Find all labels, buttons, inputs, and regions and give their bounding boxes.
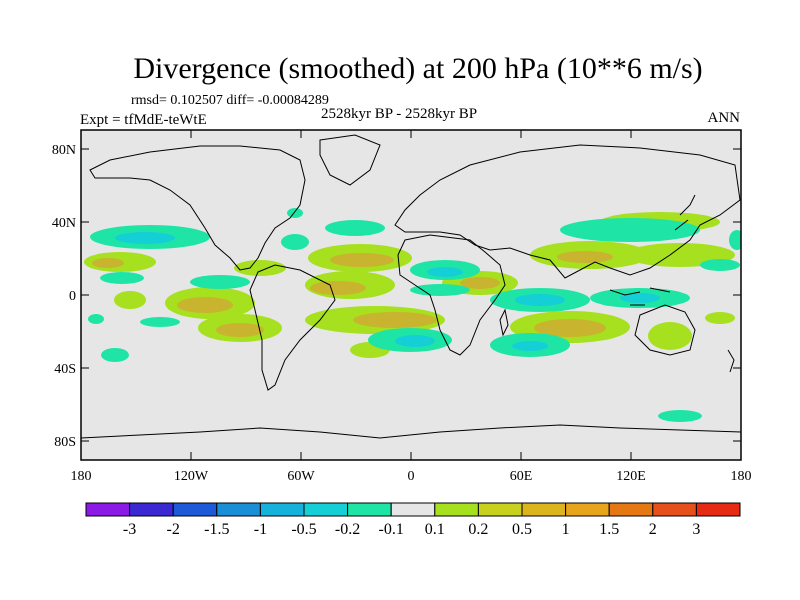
stats-line: rmsd= 0.102507 diff= -0.00084289 [131,93,329,108]
lat-label-0: 0 [69,289,76,304]
japan-coast [674,194,696,231]
colorbar-swatch [477,502,523,517]
colorbar-label: -2 [167,521,180,538]
lat-label-40s: 40S [54,362,76,377]
colorbar [85,502,741,517]
colorbar-swatch [172,502,218,517]
colorbar-swatch [129,502,174,517]
lon-label-180w: 180 [71,469,92,484]
colorbar-label: 1 [562,521,570,538]
colorbar-label: 0.1 [425,521,445,538]
colorbar-swatch [521,502,567,517]
colorbar-swatch [652,502,697,517]
lon-label-0: 0 [408,469,415,484]
new-zealand-coast [727,349,735,373]
experiment-label: Expt = tfMdE-teWtE [80,112,207,128]
latitude-labels: 80N 40N 0 40S 80S [52,143,76,450]
colorbar-swatch [85,502,131,517]
colorbar-label: -0.5 [291,521,316,538]
colorbar-swatch [216,502,261,517]
madagascar-coast [499,308,509,337]
australia-coast [634,304,696,356]
lon-label-120w: 120W [174,469,209,484]
colorbar-label: -3 [123,521,136,538]
colorbar-label: 3 [692,521,700,538]
lat-label-40n: 40N [52,216,76,231]
latitude-ticks [81,148,741,442]
colorbar-label: 0.5 [512,521,532,538]
season-label: ANN [707,110,741,126]
period-label: 2528kyr BP - 2528kyr BP [321,106,478,122]
colorbar-label: 2 [649,521,657,538]
colorbar-label: 1.5 [599,521,619,538]
colorbar-label: -0.2 [335,521,360,538]
colorbar-label: -0.1 [379,521,404,538]
south-america-coast [249,264,336,391]
lat-label-80s: 80S [54,435,76,450]
colorbar-label: -1.5 [204,521,229,538]
indonesia-coast [609,287,671,306]
negative-divergence-moderate [115,232,660,351]
longitude-labels: 180 120W 60W 0 60E 120E 180 [71,469,752,484]
colorbar-swatch [390,502,436,517]
positive-divergence-moderate [92,251,613,337]
lon-label-180e: 180 [731,469,752,484]
lon-label-60e: 60E [510,469,533,484]
antarctica-coast [81,424,741,439]
lon-label-60w: 60W [287,469,315,484]
africa-coast [397,234,506,356]
colorbar-label: -1 [254,521,267,538]
colorbar-swatch [695,502,741,517]
colorbar-swatch [565,502,610,517]
longitude-ticks [80,130,742,460]
eurasia-coast [394,144,741,279]
colorbar-swatch [347,502,392,517]
lat-label-80n: 80N [52,143,76,158]
colorbar-label: 0.2 [468,521,488,538]
colorbar-swatch [303,502,349,517]
colorbar-swatch [259,502,305,517]
coastlines [81,134,741,439]
colorbar-labels: -3 -2 -1.5 -1 -0.5 -0.2 -0.1 0.1 0.2 0.5 1 1.5 2 3 [123,521,700,538]
colorbar-swatch [608,502,654,517]
greenland-coast [319,134,381,186]
divergence-field [84,208,741,422]
lon-label-120e: 120E [616,469,646,484]
north-america-coast [89,145,306,271]
plot-title: Divergence (smoothed) at 200 hPa (10**6 … [133,52,703,85]
colorbar-swatch [434,502,479,517]
